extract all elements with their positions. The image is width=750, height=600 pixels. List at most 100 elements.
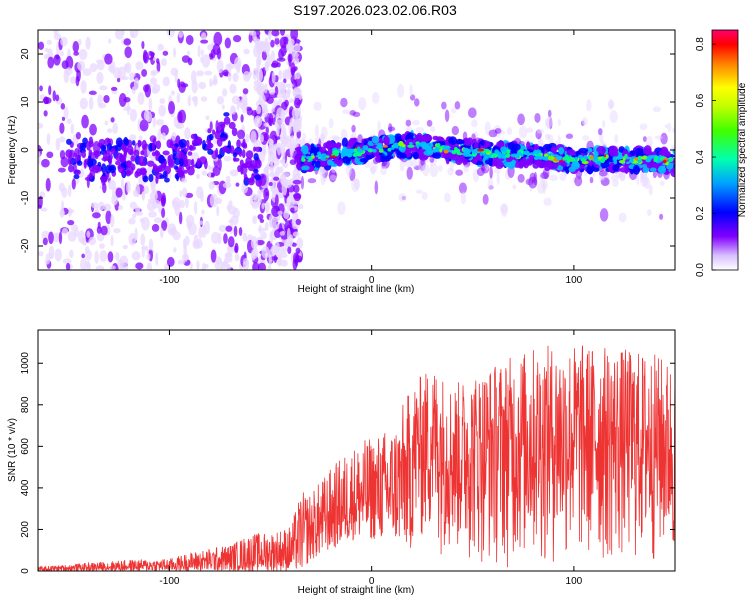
spectrogram-cell [151, 181, 156, 194]
spectrogram-cell [287, 246, 292, 255]
spectrogram-cell [463, 165, 469, 173]
spectrogram-cell [94, 250, 99, 264]
spectrogram-cell [259, 148, 266, 163]
spectrogram-cell [234, 253, 240, 262]
spectrogram-cell [534, 112, 541, 123]
spectrogram-cell [293, 193, 302, 202]
chart-title: S197.2026.023.02.06.R03 [293, 2, 457, 18]
spectrogram-cell [281, 154, 286, 168]
spectrogram-cell [608, 145, 619, 155]
spectrogram-cell [629, 150, 636, 156]
spectrogram-cell [292, 258, 298, 270]
spectrogram-cell [216, 95, 225, 105]
spectrogram-cell [161, 220, 168, 231]
spectrogram-cell [298, 150, 303, 157]
spectrogram-cell [123, 96, 131, 103]
spectrogram-cell [155, 140, 162, 150]
spectrogram-cell [195, 186, 204, 199]
spectrogram-cell [242, 88, 249, 95]
spectrogram-cell [142, 175, 149, 183]
spectrogram-cell [640, 156, 648, 160]
spectrogram-cell [79, 258, 88, 270]
spectrogram-cell [634, 147, 645, 157]
spectrogram-cell [174, 147, 180, 152]
spectrogram-cell [567, 159, 571, 164]
spectrogram-cell [75, 132, 81, 140]
spectrogram-cell [129, 30, 139, 39]
spectrogram-cell [266, 54, 272, 67]
spectrogram-cell [242, 70, 251, 82]
spectrogram-cell [256, 68, 264, 83]
spectrogram-cell [109, 265, 116, 270]
spectrogram-cell [68, 164, 74, 173]
spectrogram-cell [99, 250, 108, 262]
spectrogram-cell [207, 164, 212, 171]
spectrogram-cell [608, 98, 614, 110]
spectrogram-cell [52, 90, 56, 102]
spectrogram-cell [148, 238, 154, 251]
spectrogram-cell [439, 148, 443, 153]
spectrogram-cell [477, 148, 485, 152]
spectrogram-cell [85, 36, 91, 50]
spectrogram-cell [227, 205, 237, 215]
spectrogram-cell [151, 223, 160, 232]
spectrogram-cell [333, 158, 340, 164]
spectrogram-cell [492, 160, 498, 165]
spectrogram-cell [208, 181, 215, 190]
spectrogram-cell [135, 183, 141, 198]
spectrogram-cell [66, 118, 72, 125]
spectrogram-cell [232, 72, 239, 83]
spectrogram-cell [657, 165, 667, 174]
spectrogram-cell [423, 150, 434, 156]
spectrogram-cell [114, 144, 122, 152]
spectrogram-cell [53, 33, 62, 41]
spectrogram-cell [578, 147, 589, 153]
spectrogram-cell [110, 117, 115, 123]
colorbar-tick-label: 0.4 [695, 150, 706, 164]
spectrogram-cell [264, 83, 268, 94]
spectrogram-cell [104, 120, 109, 126]
spectrogram-cell [380, 153, 386, 163]
spectrogram-cell [488, 129, 498, 138]
spectrogram-cell [328, 118, 334, 129]
spectrogram-cell [652, 170, 658, 179]
spectrogram-cell [234, 245, 238, 253]
spectrogram-cell [230, 215, 239, 226]
spectrogram-cell [67, 184, 72, 197]
spectrogram-cell [70, 123, 75, 135]
spectrogram-cell [125, 160, 133, 167]
spectrogram-cell [129, 134, 137, 141]
spectrogram-cell [123, 138, 130, 146]
spectrogram-cell [231, 95, 240, 105]
spectrogram-cell [152, 83, 161, 93]
spectrogram-cell [215, 147, 219, 157]
spectrogram-cell [496, 141, 505, 148]
spectrogram-cell [190, 133, 197, 140]
spectrogram-cell [417, 134, 424, 142]
spectrogram-cell [648, 155, 655, 159]
spectrogram-cell [405, 119, 412, 127]
spectrogram-cell [224, 37, 231, 49]
spectrogram-cell [534, 150, 540, 155]
spectrogram-cell [268, 214, 275, 227]
spectrogram-cell [293, 118, 302, 133]
spectrogram-cell [250, 249, 256, 261]
spectrogram-cell [273, 254, 277, 264]
spectrogram-cell [526, 141, 531, 150]
spectrogram-cell [115, 251, 120, 261]
spectrogram-cell [73, 169, 81, 176]
spectrogram-cell [158, 104, 166, 117]
spectrogram-cell [137, 92, 145, 105]
spectrogram-cell [592, 150, 599, 158]
spectrogram-cell [131, 163, 136, 171]
spectrogram-cell [536, 128, 544, 134]
spectrogram-cell [194, 200, 198, 215]
spectrogram-cell [61, 227, 69, 235]
spectrogram-cell [185, 214, 195, 226]
spectrogram-cell [178, 31, 184, 39]
spectrogram-cell [409, 141, 413, 145]
spectrogram-cell [189, 262, 193, 270]
spectrogram-cell [59, 136, 66, 143]
spectrogram-cell [668, 156, 674, 163]
spectrogram-cell [88, 236, 97, 246]
